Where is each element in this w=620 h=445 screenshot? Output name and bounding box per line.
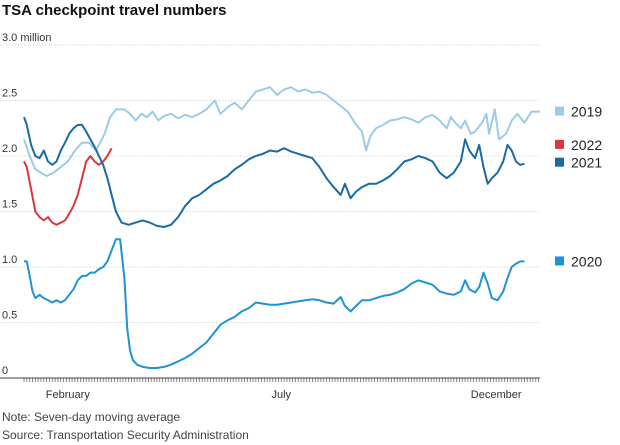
x-tick-label: July [272, 389, 292, 401]
chart-title: TSA checkpoint travel numbers [2, 2, 227, 19]
y-tick-label: 0 [2, 365, 8, 377]
chart-source: Source: Transportation Security Administ… [2, 428, 249, 442]
legend-label-2020: 2020 [571, 253, 602, 269]
y-tick-label: 1.0 [2, 254, 17, 266]
legend-label-2021: 2021 [571, 155, 602, 171]
x-tick-label: December [471, 389, 522, 401]
legend-swatch-2022 [555, 139, 564, 149]
chart-note: Note: Seven-day moving average [2, 410, 181, 424]
y-tick-label: 0.5 [2, 310, 17, 322]
series-line-2019 [23, 86, 540, 177]
y-tick-label: 3.0 million [2, 32, 52, 44]
series-line-2020 [24, 238, 525, 369]
y-tick-label: 2.0 [2, 143, 17, 155]
x-tick-label: February [46, 389, 91, 401]
grid-lines [0, 44, 540, 379]
legend-label-2022: 2022 [571, 137, 602, 153]
y-tick-label: 2.5 [2, 88, 17, 100]
legend-swatch-2019 [555, 106, 564, 116]
series-line-2022 [23, 147, 113, 226]
legend-label-2019: 2019 [571, 104, 602, 120]
legend-swatch-2021 [555, 157, 564, 167]
legend: 2019 2022 2021 2020 [555, 104, 602, 269]
series-line-2021 [23, 116, 525, 228]
y-tick-label: 1.5 [2, 199, 17, 211]
y-axis-tick-labels: 0 0.5 1.0 1.5 2.0 2.5 3.0 million [2, 32, 52, 377]
legend-swatch-2020 [555, 256, 564, 266]
x-axis: February July December [23, 378, 539, 401]
series-lines [23, 86, 540, 369]
